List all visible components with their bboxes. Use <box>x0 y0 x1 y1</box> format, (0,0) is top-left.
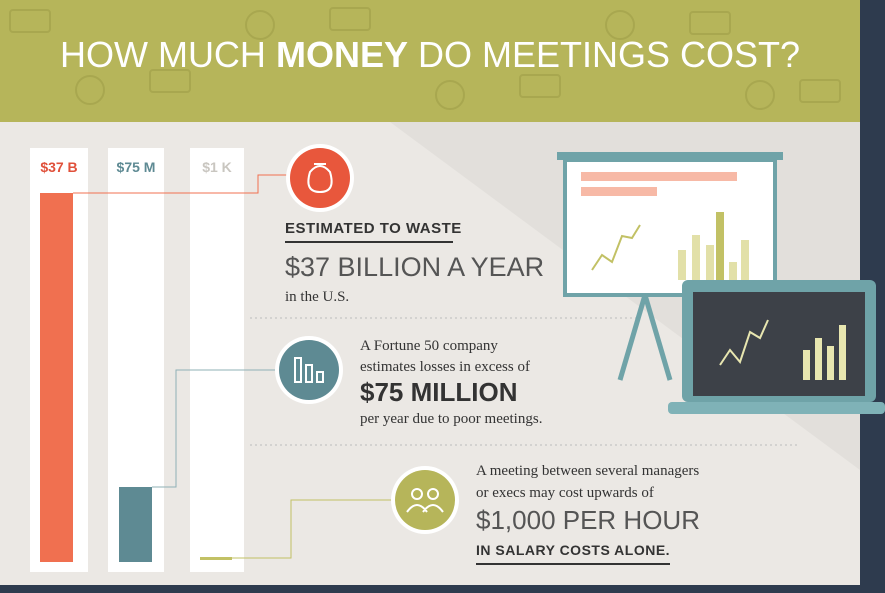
connector <box>73 174 288 194</box>
text-line: estimates losses in excess of <box>360 359 530 375</box>
note: per year due to poor meetings. <box>360 411 542 427</box>
title-emphasis: MONEY <box>276 34 408 75</box>
people-icon <box>395 470 455 530</box>
bar-label: $1 K <box>202 159 232 175</box>
bag-glyph <box>307 163 333 194</box>
chart-glyph <box>294 357 324 383</box>
title-start: HOW MUCH <box>60 34 266 75</box>
amount: $37 BILLION A YEAR <box>285 252 544 282</box>
bar-column <box>190 148 244 572</box>
pattern <box>9 7 841 110</box>
laptop-illustration <box>668 280 885 414</box>
bar <box>119 487 152 562</box>
section-heading: ESTIMATED TO WASTE <box>285 220 462 237</box>
board-illustration <box>557 152 783 381</box>
header-band <box>0 0 860 122</box>
note: IN SALARY COSTS ALONE. <box>476 542 670 558</box>
connector <box>232 499 393 559</box>
bar-label: $37 B <box>40 159 77 175</box>
bar <box>40 193 73 562</box>
connector <box>152 369 277 488</box>
note: in the U.S. <box>285 289 349 305</box>
title: HOW MUCH MONEY DO MEETINGS COST? <box>60 34 800 75</box>
money-icon <box>290 148 350 208</box>
text-line: A meeting between several managers <box>476 463 699 479</box>
title-end: DO MEETINGS COST? <box>418 34 800 75</box>
bar-label: $75 M <box>117 159 156 175</box>
chart-icon <box>279 340 339 400</box>
text-line: A Fortune 50 company <box>360 338 498 354</box>
amount: $1,000 PER HOUR <box>476 505 700 535</box>
people-glyph <box>406 488 444 513</box>
bar <box>200 557 232 560</box>
text-line: or execs may cost upwards of <box>476 485 654 501</box>
amount: $75 MILLION <box>360 377 517 407</box>
